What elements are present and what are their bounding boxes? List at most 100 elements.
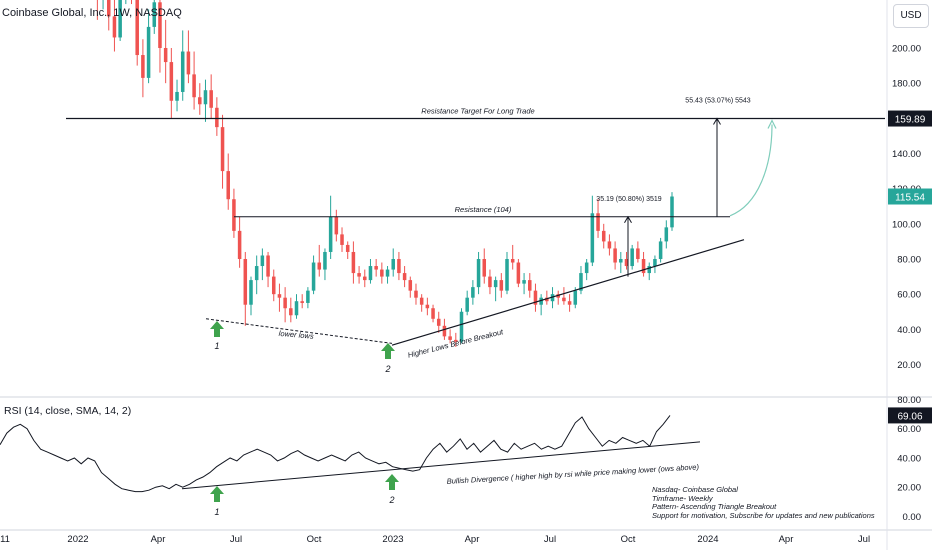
candle-body [562, 297, 566, 302]
ascending-support-line [391, 239, 745, 346]
breakout-measure-label: 35.19 (50.80%) 3519 [596, 196, 661, 203]
candle-body [522, 280, 526, 284]
time-axis-tick: 2022 [67, 534, 88, 545]
candle-body [368, 266, 373, 281]
rsi-value-badge [888, 407, 932, 424]
target-price-badge-text: 159.89 [895, 115, 926, 126]
candle-body [340, 234, 344, 245]
low-2-marker: 2 [384, 364, 390, 374]
chart-title: Coinbase Global, Inc., 1W, NASDAQ [2, 7, 182, 19]
candle-body [499, 280, 504, 291]
candle-body [158, 2, 162, 49]
target-measure-label: 55.43 (53.07%) 5543 [685, 98, 750, 105]
lower-lows-line [205, 318, 393, 344]
candle-body [590, 213, 595, 263]
candle-body [374, 266, 378, 270]
rsi-axis-tick: 80.00 [897, 395, 921, 406]
candle-body [283, 297, 287, 309]
candle-body [192, 74, 196, 98]
rsi-divergence-line [181, 441, 701, 490]
candle-body [584, 262, 589, 274]
price-axis-tick: 40.00 [897, 325, 921, 336]
candle-body [567, 301, 572, 305]
time-axis-tick: Jul [544, 534, 556, 545]
candle-body [664, 227, 669, 242]
price-axis-tick: 180.00 [892, 79, 921, 90]
candle-body [397, 259, 401, 274]
candle-body [596, 213, 600, 231]
candle-body [135, 0, 139, 56]
rsi-1-marker: 1 [214, 507, 219, 517]
notes-block: Nasdaq- Coinbase Global Timframe- Weekly… [652, 485, 875, 520]
candle-body [294, 301, 299, 316]
candle-body [118, 0, 122, 38]
last-price-badge [888, 188, 932, 205]
candle-body [459, 311, 464, 342]
rsi-axis-tick: 40.00 [897, 453, 921, 464]
candle-body [613, 248, 617, 263]
rsi-2-arrow [385, 474, 399, 490]
low-1-marker: 1 [214, 341, 219, 351]
candle-body [186, 51, 191, 75]
currency-button[interactable]: USD [893, 4, 929, 28]
candle-body [141, 55, 145, 78]
candle-body [516, 262, 521, 284]
candle-body [442, 325, 447, 337]
note-line: Support for motivation, Subscribe for up… [652, 510, 875, 520]
price-axis-tick: 200.00 [892, 44, 921, 55]
candle-body [226, 171, 230, 200]
projection-curve-head [767, 119, 777, 129]
candle-body [260, 255, 265, 267]
rsi-value-badge-text: 69.06 [897, 411, 922, 422]
time-axis-tick: 11 [0, 534, 10, 545]
rsi-line [0, 415, 671, 493]
candle-body [175, 91, 179, 101]
candle-body [106, 0, 111, 17]
candle-body [323, 251, 327, 270]
candle-body [311, 262, 316, 291]
candle-body [601, 230, 606, 242]
rsi-2-marker: 2 [388, 495, 394, 505]
time-axis-tick: Jul [230, 534, 242, 545]
divergence-label: Bullish Divergence ( higher high by rsi … [447, 462, 700, 486]
candle-body [380, 269, 384, 277]
lower-lows-label: lower lows [278, 329, 314, 341]
target-measure-arrow-head [713, 117, 721, 125]
price-axis-tick: 100.00 [892, 219, 921, 230]
last-price-badge-text: 115.54 [895, 193, 925, 204]
time-axis-tick: Oct [621, 534, 636, 545]
candle-body [300, 301, 304, 303]
candle-body [636, 248, 640, 260]
low-1-arrow [210, 321, 224, 337]
candle-body [465, 297, 469, 312]
candle-body [243, 259, 248, 305]
candle-body [391, 259, 395, 270]
candle-body [152, 2, 157, 27]
candle-body [112, 16, 117, 38]
candle-body [533, 290, 538, 305]
price-axis-tick: 20.00 [897, 360, 921, 371]
rsi-axis-tick: 0.00 [903, 512, 922, 523]
candle-body [425, 304, 430, 309]
candle-body [232, 199, 236, 231]
candle-body [271, 276, 276, 295]
candle-body [476, 259, 481, 288]
price-axis-tick: 80.00 [897, 255, 921, 266]
candle-body [254, 266, 259, 281]
candle-body [510, 259, 515, 263]
price-axis-tick: 60.00 [897, 290, 921, 301]
candle-body [630, 248, 634, 267]
candle-body [454, 339, 458, 342]
candle-body [653, 259, 657, 267]
candle-body [306, 290, 310, 303]
candle-body [345, 244, 350, 252]
candle-body [163, 48, 168, 63]
target-line-label: Resistance Target For Long Trade [421, 107, 534, 116]
price-axis-tick: 140.00 [892, 149, 921, 160]
projection-curve [729, 124, 773, 217]
breakout-measure-arrow-head [624, 215, 632, 224]
candle-body [203, 90, 208, 105]
rsi-title: RSI (14, close, SMA, 14, 2) [4, 405, 132, 417]
candle-body [402, 273, 407, 281]
